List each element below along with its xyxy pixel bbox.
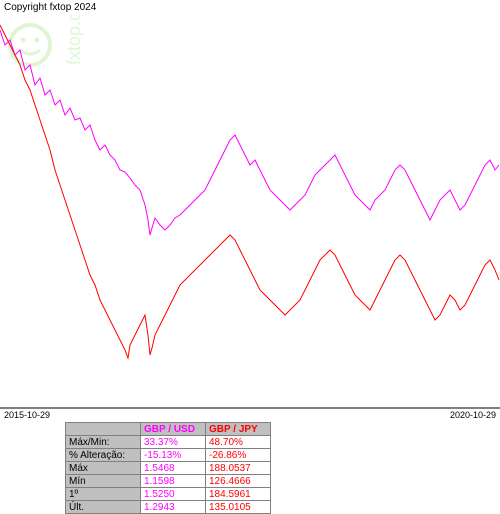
cell: 1.2943 [141,501,206,514]
cell: 48.70% [206,436,271,449]
cell: 33.37% [141,436,206,449]
line-chart [0,0,500,420]
cell: 126.4666 [206,475,271,488]
table-row: Últ. 1.2943 135.0105 [66,501,271,514]
cell: 1.5250 [141,488,206,501]
cell: 184.5961 [206,488,271,501]
row-label: % Alteração: [66,449,141,462]
cell: 188.0537 [206,462,271,475]
x-axis-start: 2015-10-29 [4,410,50,420]
table-row: Máx 1.5468 188.0537 [66,462,271,475]
table-corner [66,423,141,436]
col-header-gbpjpy: GBP / JPY [206,423,271,436]
row-label: Últ. [66,501,141,514]
table-header-row: GBP / USD GBP / JPY [66,423,271,436]
cell: -15.13% [141,449,206,462]
row-label: 1º [66,488,141,501]
row-label: Mín [66,475,141,488]
table-row: % Alteração: -15.13% -26.86% [66,449,271,462]
table-row: 1º 1.5250 184.5961 [66,488,271,501]
cell: -26.86% [206,449,271,462]
row-label: Máx/Min: [66,436,141,449]
x-axis-end: 2020-10-29 [450,410,496,420]
cell: 135.0105 [206,501,271,514]
table-row: Máx/Min: 33.37% 48.70% [66,436,271,449]
row-label: Máx [66,462,141,475]
cell: 1.1598 [141,475,206,488]
table-row: Mín 1.1598 126.4666 [66,475,271,488]
summary-table: GBP / USD GBP / JPY Máx/Min: 33.37% 48.7… [65,422,271,514]
cell: 1.5468 [141,462,206,475]
col-header-gbpusd: GBP / USD [141,423,206,436]
